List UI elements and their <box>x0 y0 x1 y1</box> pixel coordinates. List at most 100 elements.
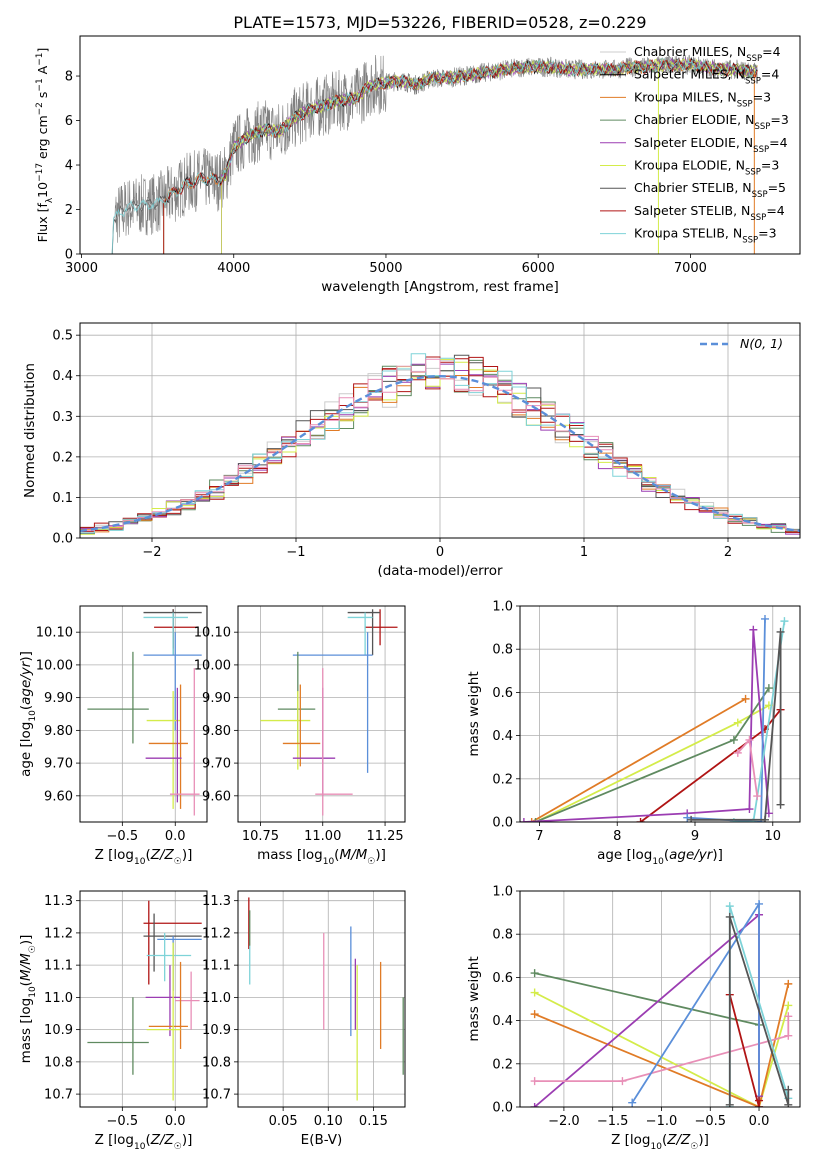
legend-entry-km: Kroupa MILES, NSSP=3 <box>634 89 771 109</box>
legend-entry-cm: Chabrier MILES, NSSP=4 <box>634 44 781 64</box>
legend-ssp-subscript: SSP <box>745 77 761 87</box>
y-tick-label: 0.2 <box>52 450 73 465</box>
weight-marker <box>636 818 645 822</box>
y-tick-label: 0.8 <box>492 643 513 658</box>
y-tick-label: 9.90 <box>202 691 231 706</box>
weight-marker <box>520 818 528 822</box>
weight-marker <box>725 902 734 911</box>
y-tick-label: 4 <box>65 159 73 174</box>
weight_vs_Z-panel: −2.0 −1.5 −1.0 −0.5 0.0 0.0 0.2 0.4 0.6 0.8 1.0 Z [… <box>466 885 801 1152</box>
weight-marker <box>729 735 738 744</box>
error-point <box>143 900 202 985</box>
weight-marker <box>745 735 754 744</box>
weight-marker <box>530 1077 539 1086</box>
x-tick-label: 8 <box>613 829 621 844</box>
x-axis-label: E(B-V) <box>301 1132 343 1148</box>
x-tick-label: −1.5 <box>597 1114 629 1129</box>
x-tick-label: −0.5 <box>107 1114 139 1129</box>
weight-series-ks <box>733 620 786 822</box>
y-tick-label: 9.70 <box>44 757 73 772</box>
x-axis-label: Z [log10(Z/Z☉)] <box>95 847 193 867</box>
weight-series-ke <box>534 991 790 1107</box>
axes-frame <box>519 605 801 823</box>
x-tick-label: −2.0 <box>548 1114 580 1129</box>
grid <box>80 606 207 822</box>
y-tick-label: 1.0 <box>492 885 513 900</box>
error-point <box>157 936 202 991</box>
weight-series-pink <box>534 1016 790 1082</box>
x-tick-label: −1.0 <box>646 1114 678 1129</box>
weight-marker <box>628 1098 637 1107</box>
legend-ssp-subscript: SSP <box>750 213 766 223</box>
y-tick-label: 9.80 <box>44 724 73 739</box>
y-tick-label: 0.0 <box>492 816 513 831</box>
legend-entry-ss: Salpeter STELIB, NSSP=4 <box>634 203 785 223</box>
weight-series-cs <box>728 916 790 1106</box>
plot-area <box>248 897 404 1101</box>
x-tick-label: 0.0 <box>749 1114 770 1129</box>
x-tick-label: 7000 <box>674 261 707 276</box>
axes-frame <box>237 605 406 823</box>
x-tick-label: 11.00 <box>304 829 341 844</box>
x-tick-label: −0.5 <box>107 829 139 844</box>
y-tick-label: 11.3 <box>44 894 73 909</box>
y-tick-label: 9.60 <box>202 789 231 804</box>
axes-frame <box>79 890 208 1108</box>
y-tick-label: 10.00 <box>36 658 73 673</box>
axes-frame <box>79 322 801 539</box>
y-tick-label: 10.9 <box>44 1023 73 1038</box>
x-axis-label: age [log10(age/yr)] <box>597 847 723 867</box>
error-point <box>146 932 192 982</box>
x-tick-label: 0.0 <box>165 829 186 844</box>
weight-marker <box>530 969 539 978</box>
x-tick-label: 2 <box>724 545 732 560</box>
x-axis-label: Z [log10(Z/Z☉)] <box>611 1132 709 1152</box>
weight-marker <box>530 1103 539 1107</box>
y-axis-label: mass weight <box>466 956 482 1041</box>
x-tick-label: 0.05 <box>269 1114 298 1129</box>
error-point <box>169 668 200 816</box>
weight-marker <box>780 617 789 626</box>
weight-marker <box>725 1100 734 1107</box>
y-tick-label: 11.2 <box>202 926 231 941</box>
y-tick-label: 0.2 <box>492 772 513 787</box>
x-axis-label: mass [log10(M/M☉)] <box>257 847 386 867</box>
y-tick-label: 0.4 <box>52 369 73 384</box>
y-tick-label: 9.60 <box>44 789 73 804</box>
x-tick-label: 0 <box>436 545 444 560</box>
y-tick-label: 10.8 <box>44 1055 73 1070</box>
weight-series-ce <box>535 687 770 822</box>
y-tick-label: 0.5 <box>52 329 73 344</box>
y-tick-label: 0.4 <box>492 1014 513 1029</box>
axes-frame <box>519 890 801 1108</box>
normal-curve <box>80 374 800 533</box>
weight-marker <box>733 718 742 727</box>
error-point <box>154 609 199 649</box>
weight-marker <box>784 1100 793 1107</box>
weight-marker <box>530 988 539 997</box>
plot-area <box>80 353 800 535</box>
x-tick-label: 0.0 <box>165 1114 186 1129</box>
y-tick-label: 11.0 <box>44 991 73 1006</box>
error-point <box>347 612 373 656</box>
weight-marker <box>749 625 758 634</box>
legend-ssp-subscript: SSP <box>742 236 758 246</box>
legend-entry-ks: Kroupa STELIB, NSSP=3 <box>634 226 777 246</box>
weight-marker <box>761 614 769 623</box>
mass_vs_Z-panel: −0.5 0.0 10.7 10.8 10.9 11.0 11.1 11.2 11.3 Z [lo… <box>18 890 208 1152</box>
plot-area <box>87 900 202 1101</box>
spectrum-model-line-ks <box>111 57 758 254</box>
weight-marker <box>776 627 785 636</box>
y-tick-label: 10.7 <box>44 1088 73 1103</box>
legend-ssp-subscript: SSP <box>754 122 770 132</box>
legend-entry-normal: N(0, 1) <box>740 336 783 351</box>
weight-marker <box>753 792 762 801</box>
weight-marker <box>784 979 793 988</box>
x-tick-label: 3000 <box>65 261 98 276</box>
y-tick-label: 0.6 <box>492 686 513 701</box>
y-axis-label: age [log10(age/yr)] <box>18 651 38 777</box>
error-point <box>282 684 321 767</box>
y-axis-label: mass weight <box>466 671 482 756</box>
histogram-series-pink <box>80 358 800 532</box>
